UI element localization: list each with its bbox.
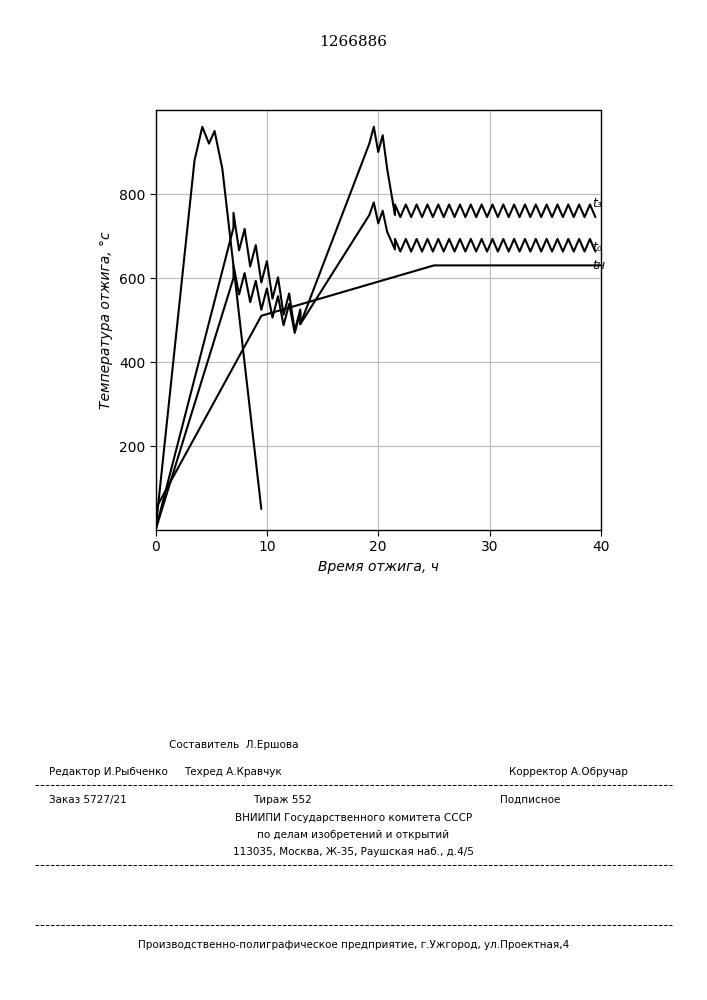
Text: 1266886: 1266886 bbox=[320, 35, 387, 49]
Text: Подписное: Подписное bbox=[500, 795, 561, 805]
Text: ВНИИПИ Государственного комитета СССР: ВНИИПИ Государственного комитета СССР bbox=[235, 813, 472, 823]
Text: tн: tн bbox=[592, 259, 605, 272]
Text: Корректор А.Обручар: Корректор А.Обручар bbox=[509, 767, 628, 777]
Text: Составитель  Л.Ершова: Составитель Л.Ершова bbox=[168, 740, 298, 750]
Text: t₃: t₃ bbox=[592, 197, 602, 210]
Text: Заказ 5727/21: Заказ 5727/21 bbox=[49, 795, 127, 805]
Text: Тираж 552: Тираж 552 bbox=[253, 795, 312, 805]
Y-axis label: Температура отжига, °с: Температура отжига, °с bbox=[99, 231, 113, 409]
Text: по делам изобретений и открытий: по делам изобретений и открытий bbox=[257, 830, 450, 840]
Text: t₀: t₀ bbox=[592, 241, 602, 254]
Text: Производственно-полиграфическое предприятие, г.Ужгород, ул.Проектная,4: Производственно-полиграфическое предприя… bbox=[138, 940, 569, 950]
Text: Техред А.Кравчук: Техред А.Кравчук bbox=[185, 767, 282, 777]
Text: Редактор И.Рыбченко: Редактор И.Рыбченко bbox=[49, 767, 168, 777]
Text: 113035, Москва, Ж-35, Раушская наб., д.4/5: 113035, Москва, Ж-35, Раушская наб., д.4… bbox=[233, 847, 474, 857]
X-axis label: Время отжига, ч: Время отжига, ч bbox=[318, 560, 438, 574]
